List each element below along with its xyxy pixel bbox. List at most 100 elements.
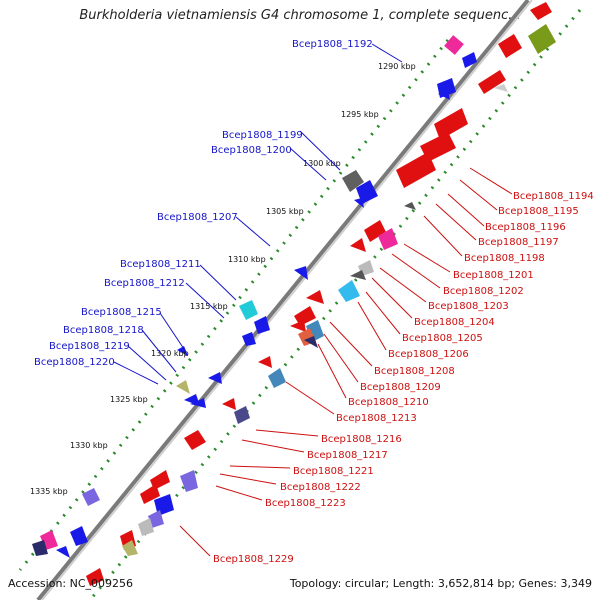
gene-label[interactable]: Bcep1808_1198 [464,253,545,264]
gene-label[interactable]: Bcep1808_1219 [49,341,130,352]
tick-label: 1330 kbp [70,441,108,450]
gene-label[interactable]: Bcep1808_1192 [292,39,373,50]
gene-feature[interactable] [239,300,258,320]
gene-feature[interactable] [82,488,100,506]
tick-label: 1295 kbp [341,110,379,119]
gene-feature[interactable] [404,202,416,210]
gene-feature[interactable] [32,540,48,556]
gene-feature[interactable] [350,238,366,252]
gene-feature[interactable] [258,356,272,368]
gene-feature[interactable] [184,430,206,450]
gene-feature[interactable] [478,70,506,94]
gene-feature[interactable] [434,108,468,140]
gene-feature[interactable] [234,406,250,424]
gene-label[interactable]: Bcep1808_1197 [478,237,559,248]
gene-feature[interactable] [342,170,364,192]
gene-feature[interactable] [180,470,198,492]
reverse-gene-labels: Bcep1808_1192 Bcep1808_1199 Bcep1808_120… [34,39,403,385]
gene-feature[interactable] [498,34,522,58]
gene-feature[interactable] [364,220,386,242]
gene-label[interactable]: Bcep1808_1216 [321,434,402,445]
gene-feature[interactable] [354,198,364,208]
gene-feature[interactable] [56,546,70,558]
gene-feature[interactable] [70,526,88,546]
gene-feature[interactable] [294,266,308,280]
gene-feature[interactable] [268,368,286,388]
gene-feature[interactable] [294,306,316,326]
gene-label[interactable]: Bcep1808_1202 [443,286,524,297]
gene-feature[interactable] [530,2,552,20]
label-connector [379,267,427,303]
gene-feature[interactable] [356,180,378,204]
gene-label[interactable]: Bcep1808_1194 [513,191,594,202]
sequence-backbone [36,0,530,600]
gene-label[interactable]: Bcep1808_1196 [485,222,566,233]
gene-feature[interactable] [242,332,256,346]
gene-feature[interactable] [148,510,164,528]
gene-feature[interactable] [494,84,508,92]
gene-feature[interactable] [350,270,366,280]
gene-feature[interactable] [254,316,270,334]
gene-label[interactable]: Bcep1808_1203 [428,301,509,312]
gene-feature[interactable] [438,90,450,100]
gene-feature[interactable] [138,518,154,536]
gene-feature[interactable] [190,398,206,408]
gene-label[interactable]: Bcep1808_1221 [293,466,374,477]
gene-label[interactable]: Bcep1808_1213 [336,413,417,424]
label-connector [323,333,359,383]
gene-feature[interactable] [208,372,222,384]
gene-label[interactable]: Bcep1808_1223 [265,498,346,509]
gene-label[interactable]: Bcep1808_1210 [348,397,429,408]
gene-feature[interactable] [304,336,318,348]
gene-label[interactable]: Bcep1808_1205 [402,333,483,344]
gene-label[interactable]: Bcep1808_1229 [213,554,294,565]
gene-feature[interactable] [396,152,436,188]
label-connector [255,429,319,437]
label-connector [241,439,305,453]
label-connector [469,167,513,195]
gene-label[interactable]: Bcep1808_1215 [81,307,162,318]
gene-label[interactable]: Bcep1808_1195 [498,206,579,217]
gene-feature[interactable] [122,540,138,556]
gene-feature[interactable] [86,568,104,586]
label-connector [317,343,347,399]
gene-label[interactable]: Bcep1808_1208 [374,366,455,377]
gene-label[interactable]: Bcep1808_1200 [211,145,292,156]
tick-label: 1335 kbp [30,487,68,496]
label-connector [423,215,463,257]
gene-label[interactable]: Bcep1808_1217 [307,450,388,461]
label-connector [435,203,477,241]
gene-feature[interactable] [177,346,188,356]
gene-feature[interactable] [290,320,306,332]
gene-feature[interactable] [338,280,360,302]
label-connector [113,361,159,385]
gene-label[interactable]: Bcep1808_1206 [388,349,469,360]
gene-label[interactable]: Bcep1808_1218 [63,325,144,336]
gene-feature[interactable] [306,290,324,304]
label-connector [159,312,187,353]
gene-feature[interactable] [176,380,190,394]
gene-label[interactable]: Bcep1808_1212 [104,278,185,289]
gene-feature[interactable] [222,398,236,410]
gene-feature[interactable] [444,35,464,55]
label-connector [127,345,167,381]
label-connector [403,243,451,273]
gene-label[interactable]: Bcep1808_1201 [453,270,534,281]
gene-label[interactable]: Bcep1808_1211 [120,259,201,270]
gene-feature[interactable] [462,52,477,68]
gene-feature[interactable] [378,228,398,250]
gene-label[interactable]: Bcep1808_1220 [34,357,115,368]
gene-feature[interactable] [140,484,160,504]
gene-label[interactable]: Bcep1808_1199 [222,130,303,141]
label-connector [289,147,327,181]
forward-gene-labels: Bcep1808_1194 Bcep1808_1195 Bcep1808_119… [179,167,594,565]
label-connector [365,291,401,335]
label-connector [447,193,485,227]
gene-label[interactable]: Bcep1808_1204 [414,317,495,328]
gene-label[interactable]: Bcep1808_1209 [360,382,441,393]
gene-feature[interactable] [528,24,556,54]
label-connector [285,381,335,415]
gene-label[interactable]: Bcep1808_1207 [157,212,238,223]
gene-label[interactable]: Bcep1808_1222 [280,482,361,493]
